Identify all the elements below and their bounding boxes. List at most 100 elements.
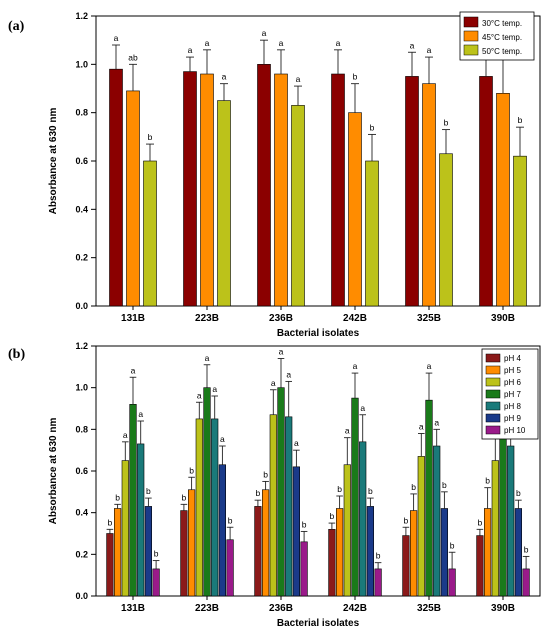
panel-label-a: (a): [8, 19, 25, 34]
sig-letter-a-223B-s1: a: [205, 38, 210, 48]
bar-a-390B-s0: [479, 76, 493, 307]
bar-b-242B-s3: [351, 397, 359, 597]
legend-swatch-b-s3: [485, 389, 501, 399]
sig-letter-b-325B-s5: b: [442, 480, 447, 490]
bar-b-242B-s2: [343, 464, 351, 597]
panel-label-b: (b): [8, 347, 25, 362]
bar-b-131B-s1: [114, 508, 122, 597]
bar-b-131B-s3: [129, 404, 137, 597]
bar-b-131B-s5: [144, 506, 153, 597]
y-tick-label-b-1: 0.2: [75, 549, 88, 559]
bar-a-236B-s2: [291, 105, 305, 307]
legend-box-b: [481, 348, 539, 440]
sig-letter-a-223B-s2: a: [222, 72, 227, 82]
legend-label-b-s2: pH 6: [504, 378, 521, 387]
sig-letter-a-242B-s2: b: [370, 122, 375, 132]
x-tick-label-b-131B: 131B: [121, 603, 145, 614]
panel-b-ph-chart: (b) 0.0 0.2 0.4 0.6 0.8 1.0 1.2 Absorbance at 63…: [8, 341, 541, 629]
y-tick-label-a-5: 1.0: [75, 59, 88, 69]
legend-swatch-a-s0: [463, 16, 479, 28]
sig-letter-b-223B-s0: b: [182, 492, 187, 502]
sig-letter-b-242B-s0: b: [330, 511, 335, 521]
sig-letter-b-236B-s2: a: [271, 378, 276, 388]
sig-letter-b-223B-s3: a: [205, 353, 210, 363]
bar-a-236B-s0: [257, 64, 271, 307]
sig-letter-b-242B-s4: a: [360, 403, 365, 413]
sig-letter-a-131B-s2: b: [148, 132, 153, 142]
bar-b-242B-s5: [366, 506, 375, 597]
sig-letter-b-131B-s6: b: [154, 549, 159, 559]
sig-letter-b-223B-s4: a: [212, 384, 217, 394]
sig-letter-b-131B-s4: a: [138, 409, 143, 419]
sig-letter-b-236B-s3: a: [279, 347, 284, 357]
bar-a-242B-s2: [365, 160, 379, 307]
bar-b-390B-s6: [522, 568, 530, 597]
y-tick-label-a-2: 0.4: [75, 204, 88, 214]
bar-b-236B-s6: [300, 541, 308, 597]
x-tick-label-b-242B: 242B: [343, 603, 367, 614]
bar-b-131B-s0: [106, 533, 114, 597]
sig-letter-b-131B-s3: a: [131, 365, 136, 375]
bar-b-242B-s1: [335, 508, 344, 597]
legend-swatch-b-s2: [485, 377, 501, 387]
sig-letter-b-131B-s1: b: [115, 492, 120, 502]
sig-letter-b-131B-s5: b: [146, 486, 151, 496]
y-tick-label-b-6: 1.2: [75, 341, 88, 351]
y-tick-label-a-3: 0.6: [75, 156, 88, 166]
bar-b-236B-s3: [277, 387, 285, 597]
sig-letter-b-223B-s5: a: [220, 434, 225, 444]
sig-letter-b-390B-s1: b: [485, 476, 490, 486]
x-tick-label-a-242B: 242B: [343, 313, 367, 324]
bar-b-131B-s2: [121, 460, 129, 597]
sig-letter-a-325B-s1: a: [427, 45, 432, 55]
legend-swatch-a-s1: [463, 30, 479, 42]
bar-b-236B-s4: [285, 416, 293, 597]
sig-letter-a-236B-s1: a: [279, 38, 284, 48]
legend-label-b-s3: pH 7: [504, 390, 521, 399]
x-tick-label-a-325B: 325B: [417, 313, 441, 324]
bar-b-223B-s2: [195, 418, 203, 597]
bar-b-131B-s4: [137, 443, 145, 597]
sig-letter-b-325B-s4: a: [434, 417, 439, 427]
y-axis-label-b: Absorbance at 630 nm: [48, 418, 59, 525]
bar-a-131B-s2: [143, 160, 157, 307]
sig-letter-a-131B-s1: ab: [128, 52, 138, 62]
sig-letter-b-236B-s0: b: [256, 488, 261, 498]
legend-swatch-a-s2: [463, 44, 479, 56]
legend-label-b-s4: pH 8: [504, 402, 521, 411]
y-tick-label-b-5: 1.0: [75, 383, 88, 393]
y-tick-label-b-0: 0.0: [75, 591, 88, 601]
bar-b-390B-s0: [476, 535, 484, 597]
bar-a-390B-s1: [496, 93, 510, 307]
bar-a-242B-s1: [348, 112, 362, 307]
sig-letter-b-325B-s2: a: [419, 422, 424, 432]
bar-b-390B-s2: [491, 460, 499, 597]
bar-a-223B-s1: [200, 73, 214, 307]
y-axis-label-a: Absorbance at 630 nm: [48, 108, 59, 215]
bar-b-223B-s4: [211, 418, 219, 597]
bar-b-223B-s3: [203, 387, 211, 597]
bar-b-325B-s1: [409, 510, 418, 597]
sig-letter-b-223B-s2: a: [197, 390, 202, 400]
bar-b-390B-s1: [483, 508, 492, 597]
bar-b-325B-s5: [440, 508, 449, 597]
sig-letter-b-223B-s6: b: [228, 515, 233, 525]
x-axis-label-a: Bacterial isolates: [277, 328, 360, 339]
plot-frame-b: [95, 345, 541, 597]
bar-a-236B-s1: [274, 73, 288, 307]
sig-letter-b-131B-s0: b: [108, 517, 113, 527]
y-tick-label-a-6: 1.2: [75, 11, 88, 21]
sig-letter-a-223B-s0: a: [188, 45, 193, 55]
bar-b-325B-s6: [448, 568, 456, 597]
x-tick-label-a-223B: 223B: [195, 313, 219, 324]
sig-letter-a-325B-s2: b: [444, 118, 449, 128]
bar-a-223B-s0: [183, 71, 197, 307]
sig-letter-b-223B-s1: b: [189, 465, 194, 475]
sig-letter-a-325B-s0: a: [410, 40, 415, 50]
sig-letter-b-390B-s0: b: [478, 517, 483, 527]
legend-swatch-b-s4: [485, 401, 501, 411]
x-axis-label-b: Bacterial isolates: [277, 618, 360, 629]
bar-b-242B-s6: [374, 568, 382, 597]
bar-b-223B-s1: [188, 489, 196, 597]
